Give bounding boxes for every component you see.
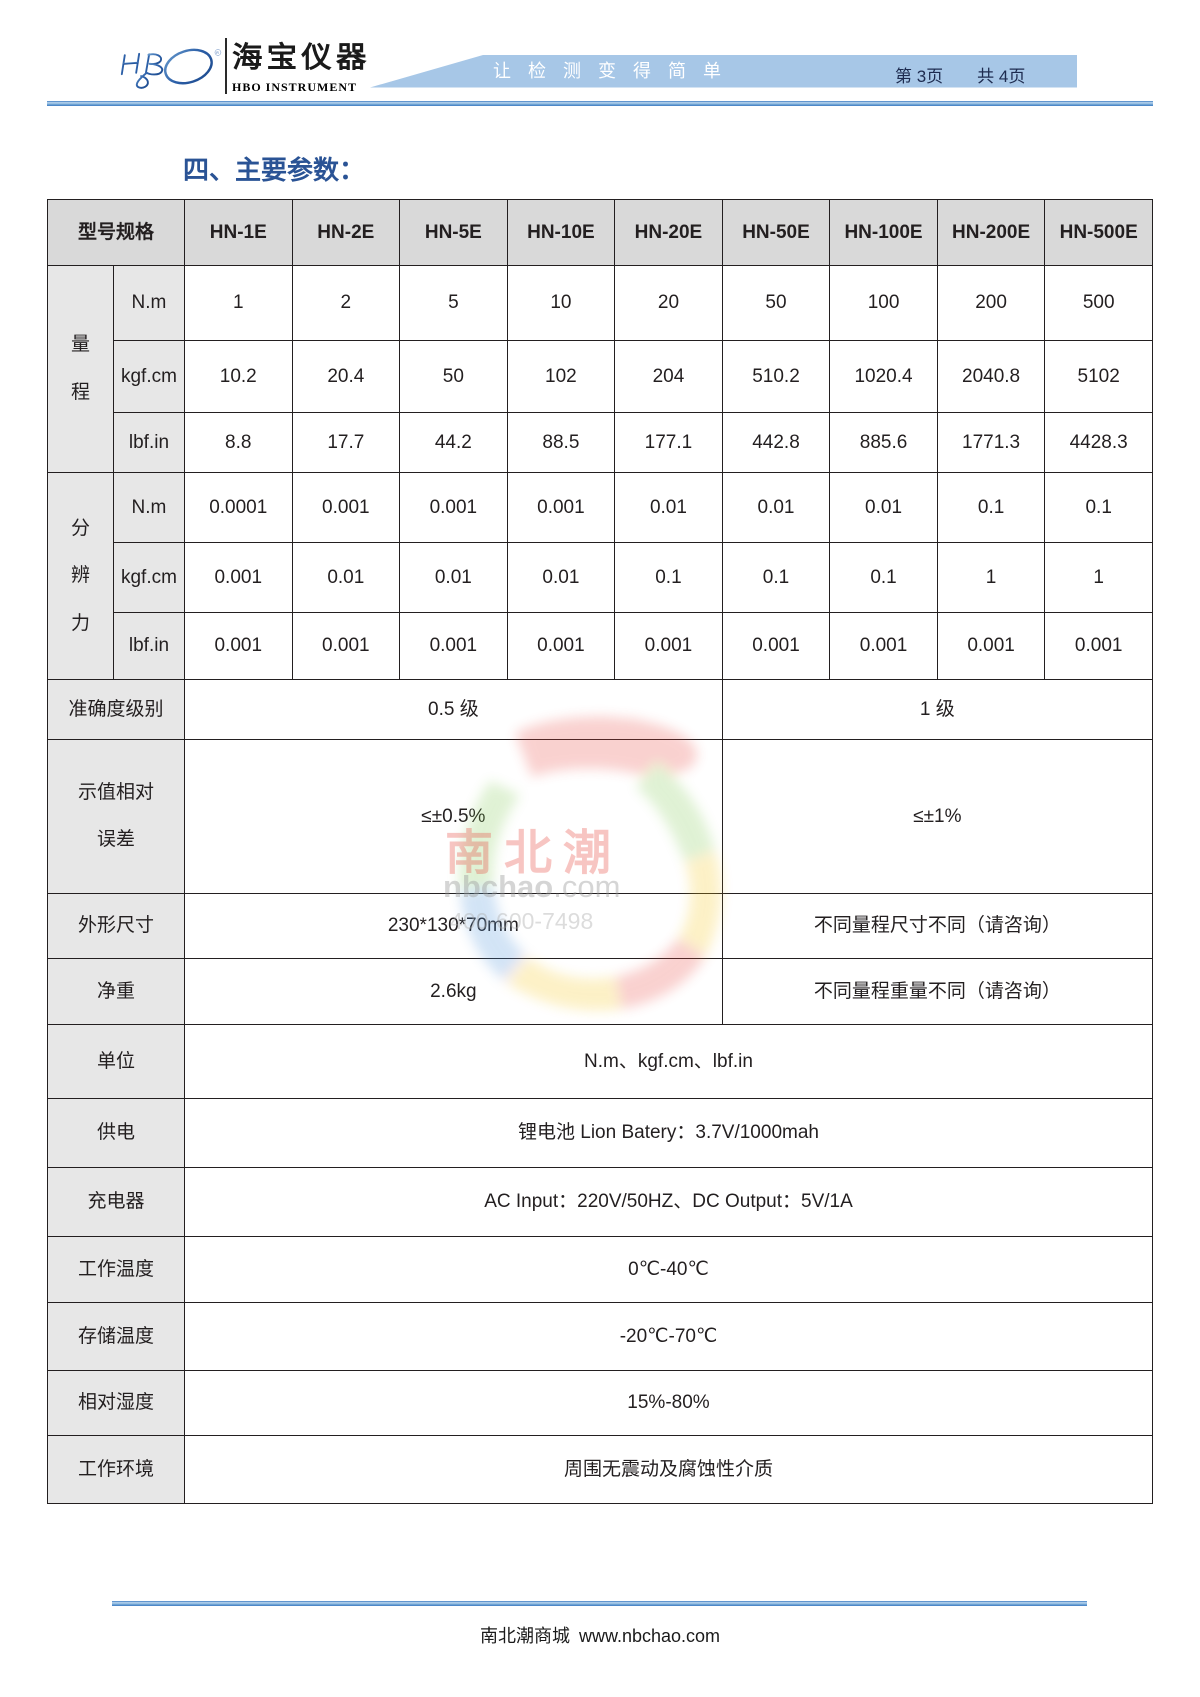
svg-text:让 检 测 变 得 简 单: 让 检 测 变 得 简 单 xyxy=(493,61,727,81)
